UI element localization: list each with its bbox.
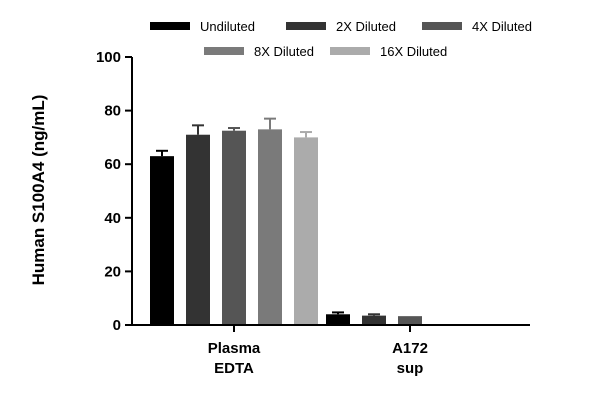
legend-label: 8X Diluted	[254, 44, 314, 59]
x-category-label: A172	[392, 340, 428, 357]
x-axis: Plasma EDTA A172 sup	[132, 324, 530, 377]
bar-undiluted-1	[326, 314, 350, 325]
y-tick-label: 20	[104, 263, 121, 280]
legend: Undiluted 2X Diluted 4X Diluted 8X Diluted 1…	[150, 19, 532, 59]
y-axis-label: Human S100A4 (ng/mL)	[29, 95, 48, 286]
legend-swatch	[422, 22, 462, 30]
y-tick-label: 100	[96, 49, 121, 66]
legend-label: 4X Diluted	[472, 19, 532, 34]
bar-16x-diluted-0	[294, 137, 318, 325]
legend-swatch	[286, 22, 326, 30]
x-category-label: sup	[397, 360, 424, 377]
legend-label: Undiluted	[200, 19, 255, 34]
legend-label: 16X Diluted	[380, 44, 447, 59]
bar-2x-diluted-0	[186, 134, 210, 325]
bar-2x-diluted-1	[362, 315, 386, 325]
y-tick-label: 0	[113, 317, 121, 334]
y-axis: 0 20 40 60 80 100	[96, 49, 133, 334]
bar-4x-diluted-1	[398, 316, 422, 325]
legend-swatch	[150, 22, 190, 30]
bars	[150, 117, 422, 325]
legend-swatch	[204, 47, 244, 55]
legend-label: 2X Diluted	[336, 19, 396, 34]
x-category-label: EDTA	[214, 360, 254, 377]
bar-undiluted-0	[150, 156, 174, 325]
bar-8x-diluted-0	[258, 129, 282, 325]
y-tick-label: 80	[104, 103, 121, 120]
y-tick-label: 40	[104, 210, 121, 227]
x-category-label: Plasma	[208, 340, 261, 357]
y-tick-label: 60	[104, 156, 121, 173]
bar-4x-diluted-0	[222, 130, 246, 325]
legend-swatch	[330, 47, 370, 55]
